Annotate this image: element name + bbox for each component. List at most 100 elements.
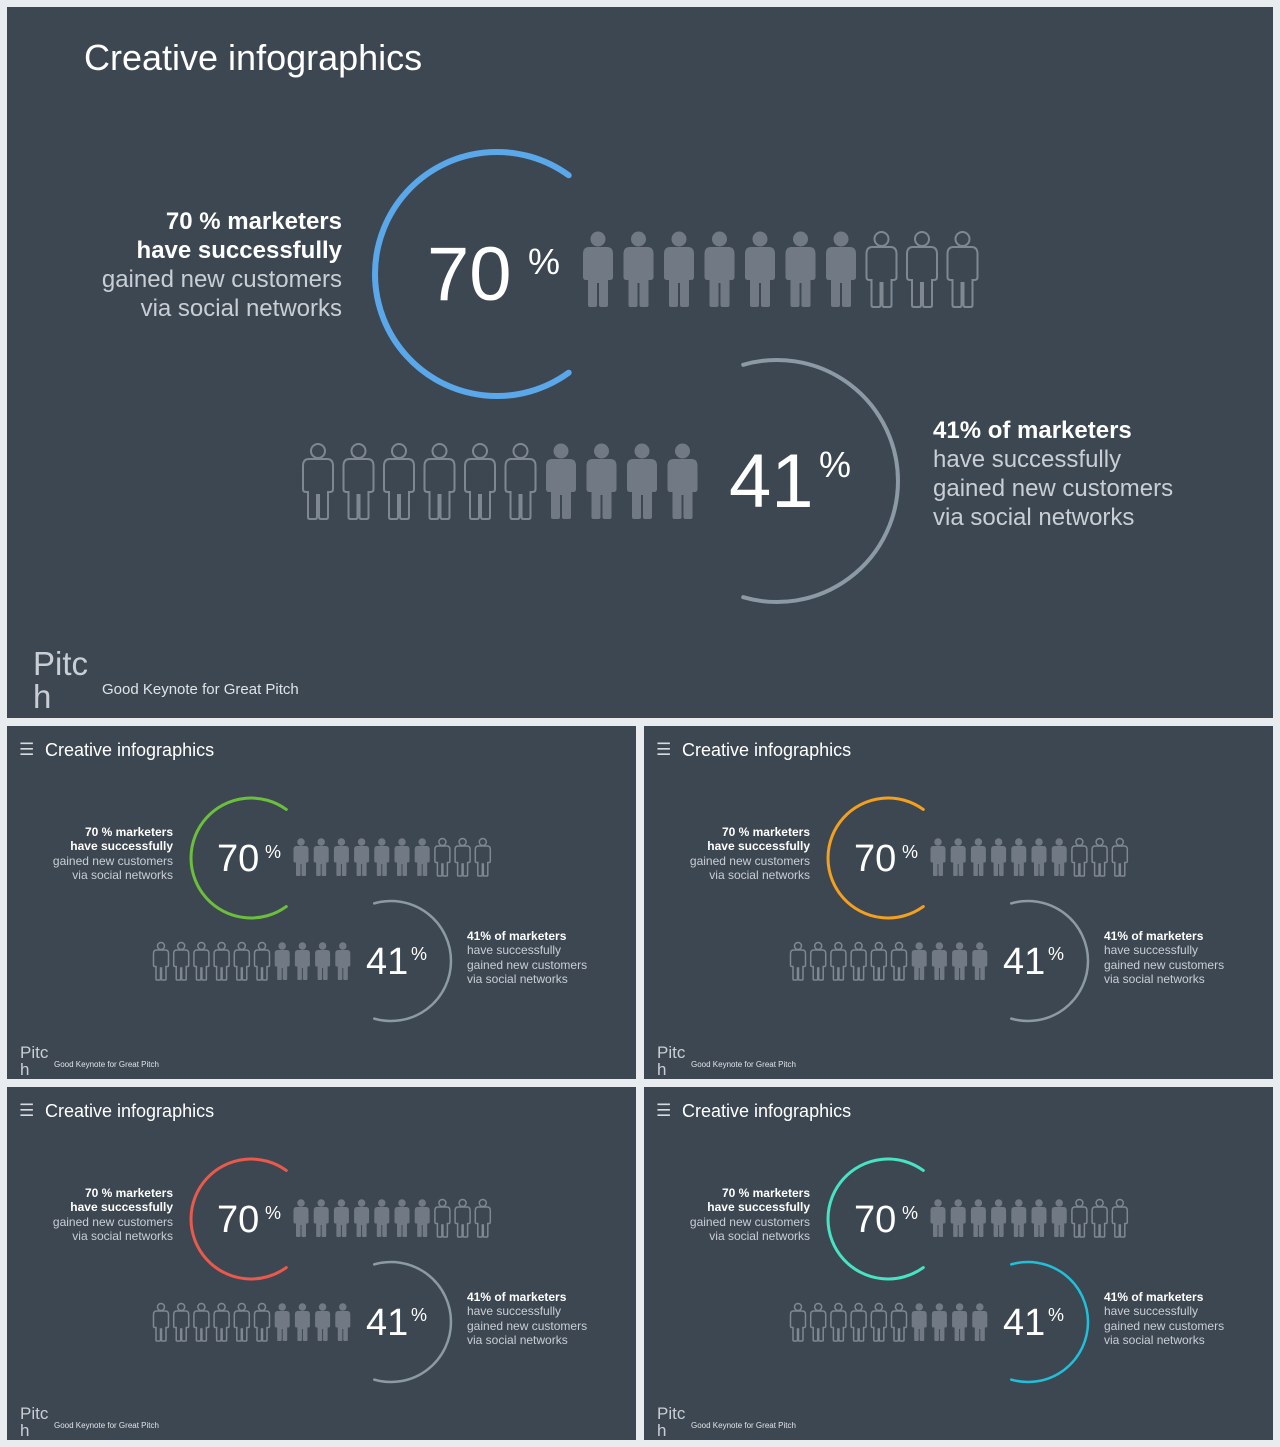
stat-70-line4: via social networks <box>140 295 342 322</box>
slide-thumb-orange[interactable]: ☰ Creative infographics 70 % marketers h… <box>644 726 1273 1079</box>
stat-41-unit: % <box>411 944 428 964</box>
people-row-70 <box>293 1198 492 1238</box>
person-outline-icon <box>233 941 251 981</box>
hamburger-menu-icon[interactable]: ☰ <box>19 740 35 759</box>
stat-41-line3: gained new customers <box>467 957 588 972</box>
progress-ring-arc <box>741 358 900 604</box>
tagline: Good Keynote for Great Pitch <box>54 1421 159 1430</box>
person-filled-icon <box>623 231 654 307</box>
person-outline-icon <box>193 1302 210 1342</box>
person-outline-icon <box>423 443 456 520</box>
person-filled-icon <box>704 231 735 307</box>
person-outline-icon <box>865 231 898 308</box>
person-filled-icon <box>394 838 410 876</box>
slide-thumb-green[interactable]: ☰ Creative infographics 70 % marketers h… <box>7 726 636 1079</box>
person-filled-icon <box>374 1199 390 1237</box>
person-outline-icon <box>1091 837 1108 877</box>
person-outline-icon <box>474 1198 492 1238</box>
hamburger-menu-icon[interactable]: ☰ <box>656 1101 672 1120</box>
stat-70-value: 70 <box>217 838 260 880</box>
stat-41-line3: gained new customers <box>1104 1318 1225 1333</box>
hamburger-menu-icon[interactable]: ☰ <box>656 740 672 759</box>
person-outline-icon <box>870 941 888 981</box>
progress-ring-arc <box>372 149 572 399</box>
person-outline-icon <box>302 443 334 520</box>
person-filled-icon <box>274 942 290 980</box>
person-filled-icon <box>293 838 309 876</box>
person-outline-icon <box>890 941 908 981</box>
person-outline-icon <box>1071 1198 1088 1238</box>
person-filled-icon <box>931 1303 947 1341</box>
stat-41-caption: 41% of marketers have successfully gaine… <box>1104 1290 1224 1347</box>
person-filled-icon <box>414 1199 430 1237</box>
stat-70-line1: 70 % marketers <box>721 1186 810 1200</box>
person-filled-icon <box>952 942 968 980</box>
stat-70-line1: 70 % marketers <box>721 825 810 839</box>
person-outline-icon <box>1111 837 1129 877</box>
person-outline-icon <box>172 941 190 981</box>
ring-70 <box>826 1157 925 1281</box>
person-filled-icon <box>1031 1199 1047 1237</box>
stat-41-line2: have successfully <box>1104 943 1199 958</box>
people-row-41 <box>152 941 351 981</box>
pitch-logo: Pitc h <box>657 1044 685 1078</box>
person-filled-icon <box>315 942 331 980</box>
ring-70 <box>826 796 925 920</box>
person-filled-icon <box>586 443 617 519</box>
stat-70-line1: 70 % marketers <box>84 825 173 839</box>
person-filled-icon <box>333 838 349 876</box>
person-outline-icon <box>383 443 415 520</box>
person-filled-icon <box>1031 838 1047 876</box>
logo-line2: h <box>20 1421 30 1440</box>
person-filled-icon <box>1051 1199 1067 1237</box>
person-filled-icon <box>315 1303 331 1341</box>
logo-line1: Pitc <box>20 1043 49 1062</box>
slide-thumb-red[interactable]: ☰ Creative infographics 70 % marketers h… <box>7 1087 636 1440</box>
person-filled-icon <box>745 231 775 307</box>
ring-41 <box>1010 1260 1090 1384</box>
person-outline-icon <box>454 1198 471 1238</box>
tagline: Good Keynote for Great Pitch <box>54 1060 159 1069</box>
person-filled-icon <box>991 838 1007 876</box>
stat-70-line4: via social networks <box>709 867 810 882</box>
person-outline-icon <box>1091 1198 1108 1238</box>
ring-41 <box>373 1260 453 1384</box>
person-outline-icon <box>474 837 492 877</box>
person-outline-icon <box>193 941 210 981</box>
person-outline-icon <box>809 1302 827 1342</box>
tagline: Good Keynote for Great Pitch <box>102 681 299 698</box>
ring-70 <box>189 1157 288 1281</box>
person-filled-icon <box>930 838 946 876</box>
stat-70-value: 70 <box>854 838 897 880</box>
slide-thumb-teal[interactable]: ☰ Creative infographics 70 % marketers h… <box>644 1087 1273 1440</box>
slide-title: Creative infographics <box>45 740 215 760</box>
person-outline-icon <box>504 443 537 520</box>
person-outline-icon <box>809 941 827 981</box>
slide-title: Creative infographics <box>45 1101 215 1121</box>
stat-70-line2: have successfully <box>707 839 810 854</box>
stat-70-line3: gained new customers <box>689 1214 810 1229</box>
ring-70 <box>189 796 288 920</box>
stat-41-line3: gained new customers <box>467 1318 588 1333</box>
stat-70-line3: gained new customers <box>52 1214 173 1229</box>
person-filled-icon <box>930 1199 946 1237</box>
stat-41-value: 41 <box>1003 941 1046 983</box>
people-row-41 <box>302 443 698 520</box>
stat-41-caption: 41% of marketers have successfully gaine… <box>467 1290 587 1347</box>
stat-41-caption: 41% of marketers have successfully gaine… <box>467 929 587 986</box>
logo-line1: Pitc <box>33 645 89 682</box>
person-filled-icon <box>950 1199 966 1237</box>
person-outline-icon <box>890 1302 908 1342</box>
ring-70 <box>372 149 572 399</box>
person-filled-icon <box>970 1199 986 1237</box>
logo-line2: h <box>657 1060 667 1079</box>
pitch-logo: Pitc h <box>20 1405 48 1439</box>
stat-70-line1: 70 % marketers <box>165 208 342 235</box>
person-filled-icon <box>546 443 576 519</box>
stat-41-line3: gained new customers <box>933 475 1174 502</box>
stat-41-value: 41 <box>366 941 409 983</box>
slide-main[interactable]: Creative infographics 70 % marketers hav… <box>7 7 1273 718</box>
person-filled-icon <box>1051 838 1067 876</box>
hamburger-menu-icon[interactable]: ☰ <box>19 1101 35 1120</box>
stat-70-line2: have successfully <box>136 237 342 264</box>
